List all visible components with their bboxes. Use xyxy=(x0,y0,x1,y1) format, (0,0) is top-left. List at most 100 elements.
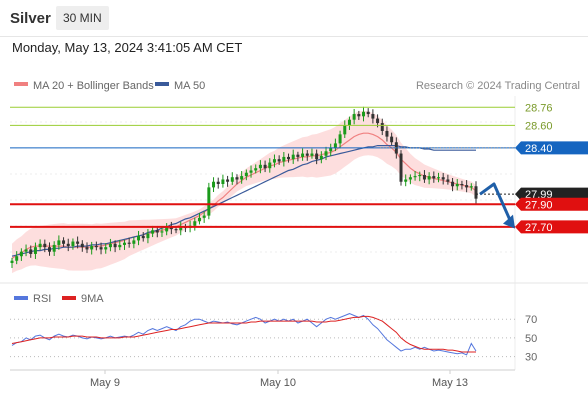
candle-body xyxy=(460,184,464,186)
candle-body xyxy=(15,256,19,261)
candle-body xyxy=(408,177,412,180)
candle-body xyxy=(347,119,351,126)
credit-label: Research © 2024 Trading Central xyxy=(416,80,580,92)
candle-body xyxy=(57,240,61,245)
ma50-line xyxy=(11,145,476,257)
candle-body xyxy=(160,231,164,233)
candle-body xyxy=(151,230,155,234)
candle-body xyxy=(244,172,248,177)
rsi-legend-swatch xyxy=(14,296,28,300)
ma20-line xyxy=(11,132,477,259)
bollinger-legend-swatch xyxy=(14,82,28,86)
rsi-grid: 70 50 30 xyxy=(10,314,537,364)
rsi-legend-label: RSI xyxy=(33,293,51,305)
instrument-title: Silver xyxy=(10,10,51,27)
x-tick-label: May 10 xyxy=(260,377,296,389)
candle-body xyxy=(399,153,403,182)
candle-body xyxy=(85,247,89,250)
level-tag-27.90 xyxy=(515,197,588,211)
rsi-tick-label: 50 xyxy=(525,333,537,345)
candle-body xyxy=(441,177,445,180)
candle-body xyxy=(240,176,244,180)
candle-body xyxy=(249,170,253,173)
candle-body xyxy=(469,186,473,188)
candle-body xyxy=(113,243,117,248)
candle-body xyxy=(315,153,319,160)
candle-body xyxy=(310,153,314,156)
candle-body xyxy=(202,215,206,218)
candle-body xyxy=(333,143,337,148)
candle-body xyxy=(230,177,234,182)
candle-body xyxy=(455,184,459,187)
level-label-28.40: 28.40 xyxy=(525,143,553,155)
rsi-ma-legend-label: 9MA xyxy=(81,293,104,305)
candle-body xyxy=(104,247,108,250)
candle-body xyxy=(357,114,361,117)
candle-body xyxy=(10,260,14,263)
candle-body xyxy=(71,241,75,247)
candle-body xyxy=(216,181,220,184)
level-tag-28.40 xyxy=(515,141,588,155)
candle-body xyxy=(47,247,51,252)
candle-body xyxy=(19,251,23,257)
bollinger-legend-label: MA 20 + Bollinger Bands xyxy=(33,80,154,92)
candle-body xyxy=(43,243,47,248)
candle-body xyxy=(33,247,37,254)
x-axis-labels: May 9 May 10 May 13 xyxy=(90,370,468,389)
chart-datetime: Monday, May 13, 2024 3:41:05 AM CET xyxy=(12,40,243,55)
candle-body xyxy=(80,243,84,248)
x-tick-label: May 13 xyxy=(432,377,468,389)
rsi-tick-label: 30 xyxy=(525,352,537,364)
candle-body xyxy=(174,229,178,231)
candle-body xyxy=(62,240,66,244)
forecast-arrowhead xyxy=(503,214,515,229)
candle-body xyxy=(296,154,300,157)
candle-body xyxy=(366,111,370,115)
header-divider xyxy=(0,36,588,37)
candle-body xyxy=(362,111,366,117)
candle-body xyxy=(127,242,131,244)
level-tag-27.99 xyxy=(515,187,588,201)
candle-body xyxy=(385,130,389,137)
candle-body xyxy=(268,162,272,169)
candle-body xyxy=(197,217,201,222)
level-tag-27.70 xyxy=(515,220,588,234)
rsi-line xyxy=(11,313,477,356)
candle-body xyxy=(338,134,342,144)
forecast-path xyxy=(479,182,514,226)
candle-body xyxy=(90,246,94,250)
candle-body xyxy=(291,154,295,160)
candle-body xyxy=(263,164,267,169)
level-label-27.90: 27.90 xyxy=(525,199,553,211)
candle-body xyxy=(141,235,145,239)
chart-header: Silver 30 MIN xyxy=(0,0,588,36)
candle-body xyxy=(146,233,150,239)
candle-body xyxy=(29,249,33,254)
candle-body xyxy=(193,221,197,226)
candle-body xyxy=(376,118,380,124)
candle-body xyxy=(371,114,375,119)
candle-body xyxy=(122,242,126,245)
rsi-tick-label: 70 xyxy=(525,314,537,326)
candle-body xyxy=(437,177,441,179)
candle-body xyxy=(221,179,225,184)
candle-body xyxy=(254,168,258,171)
candle-body xyxy=(66,243,70,247)
level-label-28.76: 28.76 xyxy=(525,102,553,114)
candle-body xyxy=(24,249,28,252)
candle-body xyxy=(155,230,159,233)
bollinger-band-area xyxy=(12,110,476,274)
timeframe-badge[interactable]: 30 MIN xyxy=(56,6,109,30)
candle-body xyxy=(329,147,333,152)
candles xyxy=(10,106,478,269)
candle-body xyxy=(418,174,422,177)
candle-body xyxy=(427,176,431,180)
x-tick-label: May 9 xyxy=(90,377,120,389)
candle-body xyxy=(465,185,469,188)
candle-body xyxy=(132,240,136,244)
candle-body xyxy=(287,156,291,160)
candle-body xyxy=(94,246,98,248)
candle-body xyxy=(301,153,305,157)
